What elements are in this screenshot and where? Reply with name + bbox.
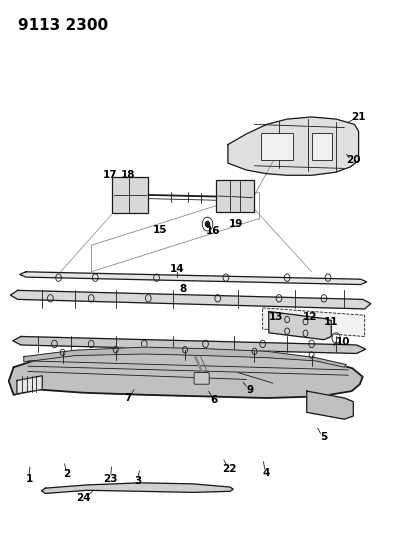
Polygon shape (9, 349, 363, 398)
Polygon shape (228, 117, 358, 175)
Text: 15: 15 (152, 225, 167, 236)
Polygon shape (20, 272, 367, 285)
Text: 13: 13 (268, 312, 283, 322)
Text: 7: 7 (124, 393, 132, 403)
Text: 16: 16 (206, 226, 220, 236)
Text: 6: 6 (211, 395, 218, 405)
Text: 9: 9 (246, 384, 253, 394)
Text: 12: 12 (302, 312, 317, 322)
Text: 19: 19 (229, 219, 243, 229)
Text: 10: 10 (336, 337, 351, 347)
FancyBboxPatch shape (216, 180, 254, 213)
Text: 22: 22 (222, 464, 236, 474)
Polygon shape (269, 312, 331, 340)
Text: 23: 23 (104, 474, 118, 483)
Text: 21: 21 (351, 112, 366, 122)
Text: 1: 1 (25, 474, 33, 483)
Polygon shape (42, 483, 233, 494)
Text: 18: 18 (121, 171, 135, 180)
Text: 9113 2300: 9113 2300 (18, 18, 108, 34)
Text: 20: 20 (346, 156, 360, 165)
Text: 2: 2 (63, 470, 70, 479)
Text: 11: 11 (324, 317, 339, 327)
Text: 17: 17 (103, 171, 118, 180)
Text: 8: 8 (180, 284, 187, 294)
Polygon shape (13, 336, 365, 353)
Text: 3: 3 (134, 477, 142, 486)
Text: 5: 5 (320, 432, 328, 442)
FancyBboxPatch shape (261, 133, 293, 160)
Text: 4: 4 (262, 469, 270, 478)
Text: 24: 24 (76, 493, 91, 503)
FancyBboxPatch shape (194, 373, 209, 384)
Text: 14: 14 (170, 264, 184, 274)
FancyBboxPatch shape (312, 133, 332, 160)
Polygon shape (24, 347, 346, 367)
Polygon shape (10, 290, 371, 309)
Polygon shape (17, 376, 42, 394)
Circle shape (206, 221, 210, 227)
FancyBboxPatch shape (112, 177, 148, 214)
Polygon shape (263, 308, 365, 336)
Polygon shape (307, 391, 353, 419)
